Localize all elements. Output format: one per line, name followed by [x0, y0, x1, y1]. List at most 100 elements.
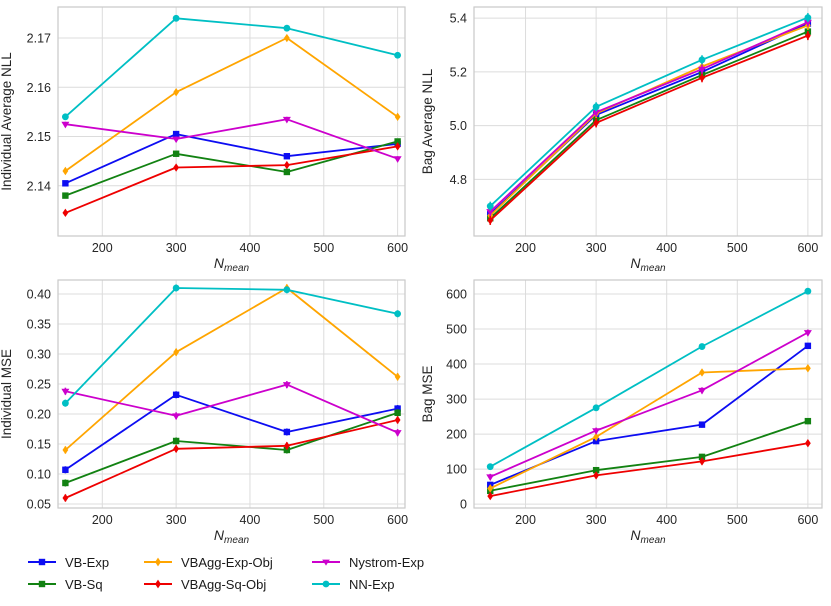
- svg-text:300: 300: [586, 513, 607, 527]
- svg-text:300: 300: [166, 513, 187, 527]
- svg-text:0.20: 0.20: [27, 407, 51, 421]
- legend-entry-label: NN-Exp: [349, 576, 395, 592]
- gridlines: [474, 280, 822, 508]
- svg-text:0.15: 0.15: [27, 437, 51, 451]
- y-axis-label: Bag MSE: [420, 365, 435, 422]
- legend: VB-Exp VB-Sq VBAgg-Exp-Obj VBAgg-Sq-Obj: [27, 551, 481, 595]
- x-axis-label: Nmean: [630, 527, 666, 546]
- svg-text:600: 600: [446, 288, 467, 302]
- series-VBAgg-Sq-Obj: [62, 142, 401, 218]
- svg-text:0.05: 0.05: [27, 497, 51, 511]
- legend-line-circle-icon: [312, 580, 340, 588]
- series-NN-Exp: [61, 284, 402, 407]
- legend-entry-vb-exp: VB-Exp: [27, 555, 143, 570]
- svg-text:0: 0: [460, 498, 467, 512]
- svg-text:5.0: 5.0: [450, 119, 467, 133]
- series-Nystrom-Exp: [486, 17, 812, 217]
- svg-text:4.8: 4.8: [450, 173, 467, 187]
- chart-svg-individual-mse: 200 300 400 500 600 0.05 0.10 0.15 0.20 0.25 0.30 0…: [0, 279, 408, 546]
- series-Nystrom-Exp: [486, 329, 812, 482]
- svg-text:600: 600: [387, 241, 408, 255]
- svg-text:2.14: 2.14: [27, 179, 51, 193]
- plot-border: [473, 6, 823, 237]
- svg-text:0.35: 0.35: [27, 317, 51, 331]
- legend-entry-label: VBAgg-Sq-Obj: [181, 576, 267, 592]
- plot-border: [57, 279, 406, 509]
- svg-text:600: 600: [387, 513, 408, 527]
- svg-text:500: 500: [446, 323, 467, 337]
- plot-border: [57, 6, 406, 237]
- svg-text:200: 200: [92, 241, 113, 255]
- svg-text:400: 400: [240, 241, 261, 255]
- series-VB-Sq: [487, 27, 812, 223]
- chart-svg-individual-average-nll: 200 300 400 500 600 2.14 2.15 2.16 2.17 Nmean Indi…: [0, 6, 408, 274]
- chart-svg-bag-average-nll: 200 300 400 500 600 4.8 5.0 5.2 5.4 Nmean Bag Aver…: [420, 6, 823, 274]
- series-VB-Exp: [62, 391, 401, 474]
- svg-text:400: 400: [240, 513, 261, 527]
- legend-line-square-icon: [28, 558, 56, 566]
- series-NN-Exp: [486, 13, 812, 211]
- legend-entry-label: VB-Exp: [65, 554, 110, 570]
- series-Nystrom-Exp: [61, 116, 402, 163]
- svg-text:400: 400: [446, 358, 467, 372]
- chart-individual-mse: 200 300 400 500 600 0.05 0.10 0.15 0.20 0.25 0.30 0…: [0, 265, 415, 555]
- series-NN-Exp: [486, 287, 812, 471]
- svg-text:0.10: 0.10: [27, 467, 51, 481]
- svg-text:500: 500: [313, 241, 334, 255]
- x-axis-label: Nmean: [214, 255, 250, 272]
- series-VBAgg-Exp-Obj: [487, 364, 811, 493]
- legend-entry-label: VB-Sq: [65, 576, 103, 592]
- svg-text:300: 300: [586, 241, 607, 255]
- chart-svg-bag-mse: 200 300 400 500 600 0 100 200 300 400 500 600 Nmean B…: [420, 279, 823, 546]
- series-VB-Sq: [487, 417, 812, 495]
- svg-text:500: 500: [727, 241, 748, 255]
- series-VB-Sq: [62, 138, 401, 199]
- tick-labels: 200 300 400 500 600 4.8 5.0 5.2 5.4: [450, 12, 819, 255]
- svg-text:200: 200: [515, 513, 536, 527]
- svg-text:5.2: 5.2: [450, 65, 467, 79]
- svg-text:600: 600: [797, 241, 818, 255]
- series-VBAgg-Sq-Obj: [487, 31, 811, 225]
- chart-bag-mse: 200 300 400 500 600 0 100 200 300 400 500 600 Nmean B…: [415, 265, 831, 555]
- svg-text:300: 300: [166, 241, 187, 255]
- y-axis-label: Individual MSE: [0, 349, 14, 439]
- legend-line-triangle-icon: [312, 559, 340, 566]
- legend-entry-vbagg-sq-obj: VBAgg-Sq-Obj: [143, 577, 311, 592]
- series-NN-Exp: [61, 14, 402, 121]
- series-VB-Exp: [487, 19, 812, 219]
- x-axis-label: Nmean: [214, 527, 250, 546]
- svg-text:400: 400: [656, 241, 677, 255]
- tick-labels: 200 300 400 500 600 2.14 2.15 2.16 2.17: [27, 32, 408, 255]
- svg-text:500: 500: [313, 513, 334, 527]
- chart-individual-average-nll: 200 300 400 500 600 2.14 2.15 2.16 2.17 Nmean Indi…: [0, 0, 415, 274]
- svg-text:0.40: 0.40: [27, 287, 51, 301]
- svg-text:2.16: 2.16: [27, 81, 51, 95]
- svg-text:600: 600: [797, 513, 818, 527]
- legend-entry-label: Nystrom-Exp: [349, 554, 425, 570]
- chart-bag-average-nll: 200 300 400 500 600 4.8 5.0 5.2 5.4 Nmean Bag Aver…: [415, 0, 831, 274]
- svg-text:400: 400: [656, 513, 677, 527]
- svg-text:0.25: 0.25: [27, 377, 51, 391]
- gridlines: [58, 7, 405, 236]
- legend-entry-vbagg-exp-obj: VBAgg-Exp-Obj: [143, 555, 311, 570]
- gridlines: [58, 280, 405, 508]
- x-axis-label: Nmean: [630, 255, 666, 272]
- svg-text:2.15: 2.15: [27, 130, 51, 144]
- legend-entry-label: VBAgg-Exp-Obj: [181, 554, 273, 570]
- legend-line-diamond-icon: [144, 557, 172, 567]
- svg-text:200: 200: [92, 513, 113, 527]
- tick-labels: 200 300 400 500 600 0.05 0.10 0.15 0.20 0.25 0.30 0…: [27, 287, 408, 527]
- svg-text:100: 100: [446, 463, 467, 477]
- legend-line-diamond-icon: [144, 579, 172, 589]
- legend-line-square-icon: [28, 580, 56, 588]
- series-Nystrom-Exp: [61, 381, 402, 437]
- series-VBAgg-Sq-Obj: [487, 439, 811, 501]
- tick-labels: 200 300 400 500 600 0 100 200 300 400 500 600: [446, 288, 818, 527]
- legend-entry-nn-exp: NN-Exp: [311, 577, 481, 592]
- svg-text:5.4: 5.4: [450, 12, 467, 26]
- svg-text:500: 500: [727, 513, 748, 527]
- svg-text:300: 300: [446, 393, 467, 407]
- svg-text:200: 200: [515, 241, 536, 255]
- legend-entry-nystrom-exp: Nystrom-Exp: [311, 555, 481, 570]
